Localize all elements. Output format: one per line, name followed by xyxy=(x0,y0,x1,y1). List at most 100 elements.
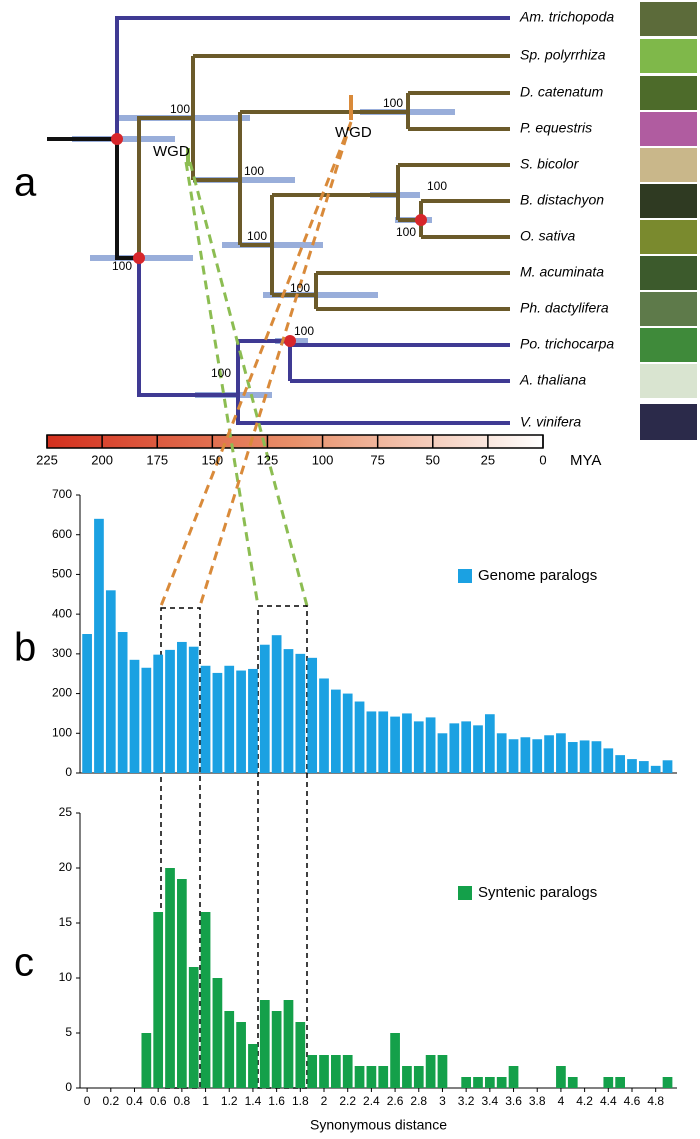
y-tick-label: 20 xyxy=(59,860,73,874)
species-label: Po. trichocarpa xyxy=(520,336,614,352)
species-photos xyxy=(640,2,697,440)
x-tick-label: 1 xyxy=(202,1094,209,1108)
bar xyxy=(627,759,637,773)
x-tick-label: 2.2 xyxy=(339,1094,356,1108)
bar xyxy=(319,1055,329,1088)
tree xyxy=(47,16,510,425)
bar xyxy=(650,765,661,773)
bar xyxy=(200,912,211,1088)
timescale-label: 225 xyxy=(36,452,58,467)
bootstrap-label: 100 xyxy=(112,259,132,273)
species-label: M. acuminata xyxy=(520,264,604,280)
bootstrap-label: 100 xyxy=(396,225,416,239)
bar xyxy=(603,748,614,773)
bar xyxy=(117,632,128,773)
bar xyxy=(390,716,400,773)
calibration-node xyxy=(111,133,123,145)
calibration-node xyxy=(415,214,427,226)
bar xyxy=(496,733,507,773)
x-tick-label: 3.2 xyxy=(458,1094,475,1108)
bar xyxy=(177,641,187,773)
timescale-label: 75 xyxy=(370,452,384,467)
species-photo xyxy=(640,220,697,254)
bar xyxy=(615,755,625,773)
legend-swatch xyxy=(458,569,472,583)
bar xyxy=(307,1055,318,1088)
bar xyxy=(200,665,211,773)
bar xyxy=(508,739,519,773)
species-label: Am. trichopoda xyxy=(519,9,614,25)
x-tick-label: 0.8 xyxy=(174,1094,191,1108)
species-photo xyxy=(640,112,697,146)
bar xyxy=(366,1066,377,1088)
bar xyxy=(342,693,353,773)
species-label: D. catenatum xyxy=(520,84,604,100)
peak-box xyxy=(257,605,308,1089)
bar xyxy=(319,678,329,773)
bar xyxy=(402,713,412,773)
bar xyxy=(449,723,460,773)
wgd-label: WGD xyxy=(153,143,190,160)
species-label: O. sativa xyxy=(520,228,575,244)
wgd-connector xyxy=(184,161,309,607)
bar xyxy=(271,635,282,773)
species-label: V. vinifera xyxy=(520,414,581,430)
bar xyxy=(378,1066,389,1088)
timescale-label: 50 xyxy=(426,452,440,467)
bar xyxy=(283,1000,294,1088)
bar xyxy=(342,1055,353,1088)
bar xyxy=(307,657,318,773)
bar xyxy=(153,654,164,773)
legend-swatch xyxy=(458,886,472,900)
y-tick-label: 700 xyxy=(52,487,72,501)
timescale-label: 150 xyxy=(201,452,223,467)
species-label: B. distachyon xyxy=(520,192,604,208)
x-tick-label: 4.2 xyxy=(576,1094,593,1108)
bootstrap-label: 100 xyxy=(290,281,310,295)
x-tick-label: 2.8 xyxy=(410,1094,427,1108)
bootstrap-label: 100 xyxy=(383,96,403,110)
bar xyxy=(662,760,673,773)
x-tick-label: 4 xyxy=(558,1094,565,1108)
bar xyxy=(425,1055,436,1088)
bar xyxy=(236,1022,246,1088)
x-tick-label: 3.4 xyxy=(482,1094,499,1108)
bar xyxy=(283,649,294,773)
bar xyxy=(567,742,578,773)
bar xyxy=(413,721,424,773)
species-label: Sp. polyrrhiza xyxy=(520,47,606,63)
x-tick-label: 3 xyxy=(439,1094,446,1108)
x-tick-label: 4.6 xyxy=(624,1094,641,1108)
timescale-label: 200 xyxy=(91,452,113,467)
timescale-unit: MYA xyxy=(570,452,601,469)
x-tick-label: 2 xyxy=(321,1094,328,1108)
bar xyxy=(105,590,116,773)
x-tick-label: 1.2 xyxy=(221,1094,238,1108)
bar xyxy=(354,1066,365,1088)
bar xyxy=(129,659,140,773)
x-tick-label: 2.6 xyxy=(387,1094,404,1108)
bar xyxy=(354,701,365,773)
species-photo xyxy=(640,256,697,290)
bar xyxy=(366,711,377,773)
bar xyxy=(496,1077,507,1088)
x-tick-label: 2.4 xyxy=(363,1094,380,1108)
peak-box xyxy=(160,607,201,1089)
x-tick-label: 4.4 xyxy=(600,1094,617,1108)
species-photo xyxy=(640,2,697,36)
timescale-label: 125 xyxy=(257,452,279,467)
bar xyxy=(556,733,566,773)
y-tick-label: 300 xyxy=(52,646,72,660)
bar xyxy=(331,689,341,773)
bar xyxy=(94,518,104,773)
y-tick-label: 600 xyxy=(52,527,72,541)
bar xyxy=(544,735,554,773)
bar xyxy=(425,717,436,773)
bar xyxy=(520,737,531,773)
y-tick-label: 500 xyxy=(52,567,72,581)
bar xyxy=(484,1077,495,1088)
species-photo xyxy=(640,148,697,182)
x-tick-label: 1.6 xyxy=(268,1094,285,1108)
bar xyxy=(591,741,602,773)
x-tick-label: 0 xyxy=(84,1094,91,1108)
